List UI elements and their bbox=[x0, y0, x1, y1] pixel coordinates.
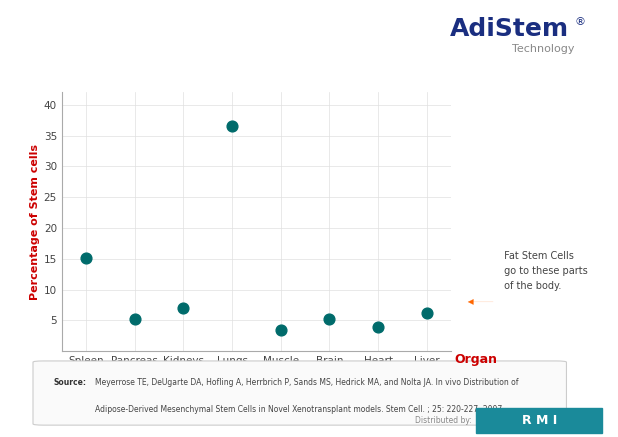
Text: Meyerrose TE, DeUgarte DA, Hofling A, Herrbrich P, Sands MS, Hedrick MA, and Nol: Meyerrose TE, DeUgarte DA, Hofling A, He… bbox=[95, 378, 518, 387]
Point bbox=[276, 326, 286, 333]
Point bbox=[324, 315, 334, 322]
Text: R M I: R M I bbox=[522, 414, 557, 427]
Y-axis label: Percentage of Stem cells: Percentage of Stem cells bbox=[30, 144, 40, 300]
Text: Technology: Technology bbox=[512, 45, 575, 55]
Point bbox=[373, 323, 383, 330]
Point bbox=[81, 254, 91, 261]
Point bbox=[179, 305, 188, 312]
Text: Distributed by:: Distributed by: bbox=[415, 416, 472, 425]
Text: AdiStem: AdiStem bbox=[449, 17, 569, 41]
Point bbox=[130, 316, 140, 323]
FancyBboxPatch shape bbox=[476, 408, 602, 434]
Text: Source:: Source: bbox=[54, 378, 87, 387]
Point bbox=[227, 123, 237, 130]
Point bbox=[422, 309, 432, 316]
Text: Where fat stem cells go when given by IV: Where fat stem cells go when given by IV bbox=[7, 65, 364, 80]
Text: Fat Stem Cells
 go to these parts
 of the body.: Fat Stem Cells go to these parts of the … bbox=[501, 251, 587, 291]
Text: Adipose-Derived Mesenchymal Stem Cells in Novel Xenotransplant models. Stem Cell: Adipose-Derived Mesenchymal Stem Cells i… bbox=[95, 406, 502, 414]
Text: ®: ® bbox=[575, 17, 586, 27]
FancyBboxPatch shape bbox=[33, 361, 567, 425]
Text: Organ: Organ bbox=[454, 354, 497, 367]
